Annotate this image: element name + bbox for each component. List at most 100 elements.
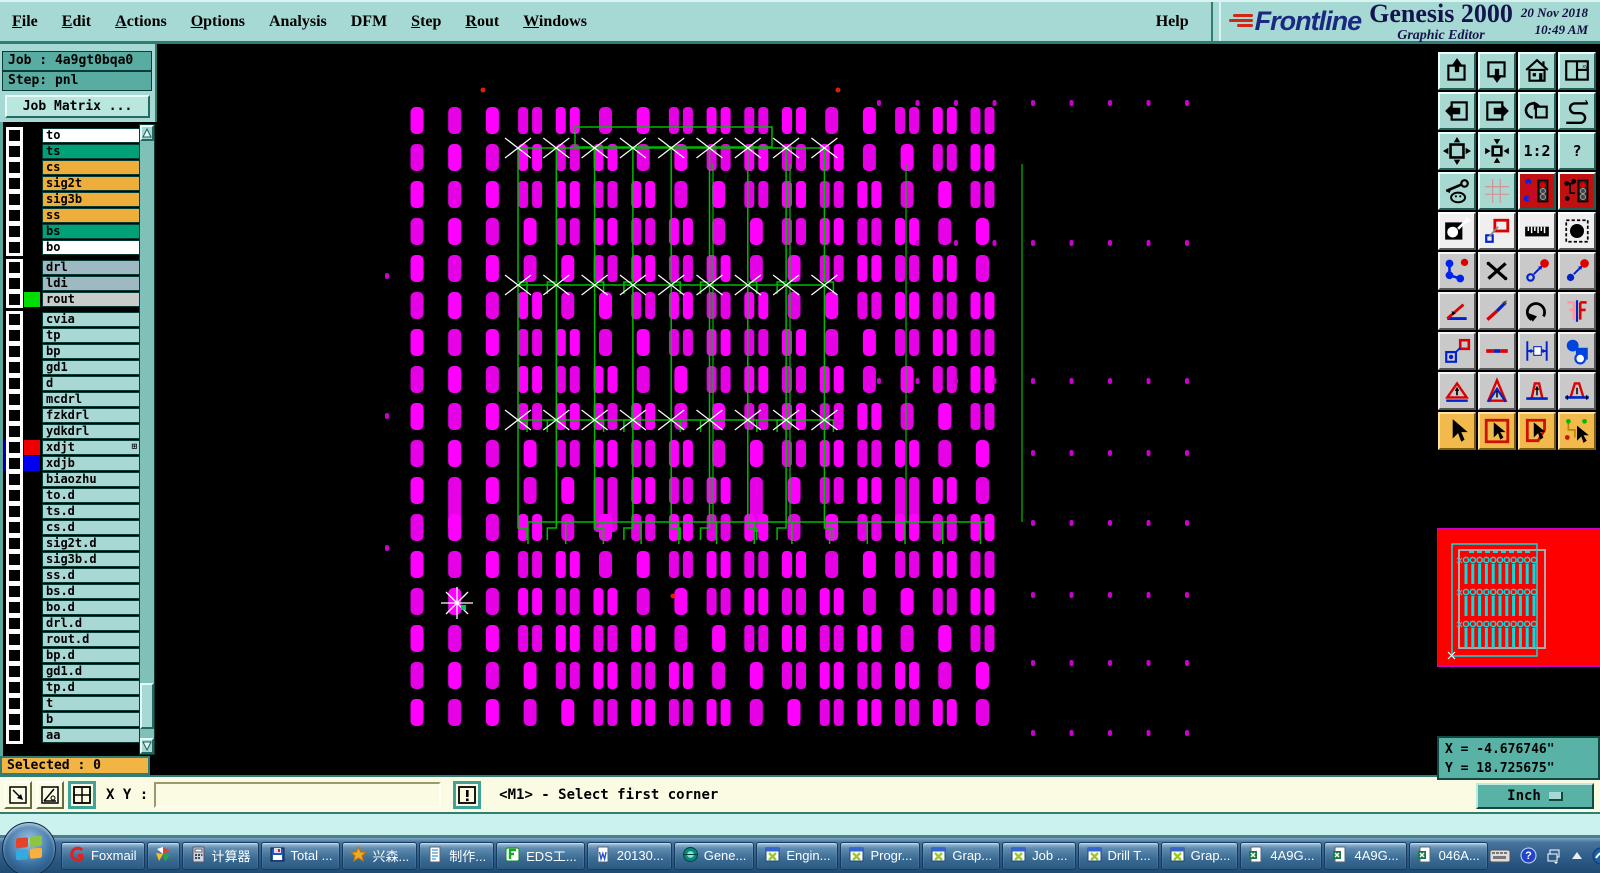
layer-row-cs.d[interactable]: cs.d (4, 519, 140, 536)
layer-name[interactable]: drl (42, 260, 140, 275)
layer-row-xdjt[interactable]: xdjt ⊞ (4, 439, 140, 456)
taskbar-button-engin[interactable]: Engin... (756, 841, 839, 870)
menu-step[interactable]: Step (411, 12, 442, 30)
menu-dfm[interactable]: DFM (350, 12, 388, 30)
layer-name[interactable]: bs.d (42, 584, 140, 599)
taskbar-button-20130[interactable]: 20130... (586, 841, 672, 870)
layer-row-to[interactable]: to (4, 127, 140, 144)
layer-visibility-checkbox[interactable] (5, 275, 23, 292)
layer-row-ss.d[interactable]: ss.d (4, 567, 140, 584)
netlist-b-button[interactable] (1558, 172, 1596, 210)
layer-name[interactable]: bo.d (42, 600, 140, 615)
taskbar-button-app[interactable] (146, 841, 180, 870)
layer-color-chip[interactable] (24, 728, 42, 743)
layer-visibility-checkbox[interactable] (5, 487, 23, 504)
copy-layer-button[interactable] (1438, 212, 1476, 250)
zoom-center-button[interactable] (1478, 132, 1516, 170)
layer-row-gd1.d[interactable]: gd1.d (4, 663, 140, 680)
taskbar-button-046a[interactable]: 046A... (1408, 841, 1488, 870)
start-button[interactable] (2, 821, 56, 873)
taskbar-button-4a9g[interactable]: 4A9G... (1240, 841, 1323, 870)
layer-visibility-checkbox[interactable] (5, 647, 23, 664)
taskbar-button-gene[interactable]: Gene... (673, 841, 755, 870)
layer-name[interactable]: fzkdrl (42, 408, 140, 423)
layer-row-ts.d[interactable]: ts.d (4, 503, 140, 520)
snap-mode-button[interactable] (4, 780, 32, 809)
layer-visibility-checkbox[interactable] (5, 359, 23, 376)
layer-row-ts[interactable]: ts (4, 143, 140, 160)
layer-scrollbar[interactable] (139, 124, 155, 755)
menu-file[interactable]: File (12, 12, 38, 30)
paste-up-button[interactable] (1438, 52, 1476, 90)
layer-visibility-checkbox[interactable] (5, 159, 23, 176)
layer-row-rout.d[interactable]: rout.d (4, 631, 140, 648)
select-poly-button[interactable] (1518, 412, 1556, 450)
menu-windows[interactable]: Windows (523, 12, 587, 30)
layer-visibility-checkbox[interactable] (5, 599, 23, 616)
layer-row-rout[interactable]: rout (4, 291, 140, 308)
layer-visibility-checkbox[interactable] (5, 567, 23, 584)
taskbar-button-progr[interactable]: Progr... (840, 841, 921, 870)
keyboard-tray-icon[interactable] (1489, 849, 1511, 863)
layer-name[interactable]: sig3b.d (42, 552, 140, 567)
layer-color-chip[interactable] (24, 584, 42, 599)
reshape-button[interactable] (1478, 212, 1516, 250)
overview-navigator[interactable] (1437, 528, 1600, 667)
layer-visibility-checkbox[interactable] (5, 175, 23, 192)
layer-visibility-checkbox[interactable] (5, 311, 23, 328)
layer-name[interactable]: bp.d (42, 648, 140, 663)
layer-row-aa[interactable]: aa (4, 727, 140, 744)
layer-row-ss[interactable]: ss (4, 207, 140, 224)
layer-color-chip[interactable] (24, 472, 42, 487)
taskbar-button-grap[interactable]: Grap... (1160, 841, 1239, 870)
layer-row-bp[interactable]: bp (4, 343, 140, 360)
dimension-button[interactable] (1518, 332, 1556, 370)
layer-row-sig3b.d[interactable]: sig3b.d (4, 551, 140, 568)
layer-color-chip[interactable] (24, 456, 42, 471)
layer-color-chip[interactable] (24, 144, 42, 159)
layer-name[interactable]: bp (42, 344, 140, 359)
options-exclaim-button[interactable] (453, 780, 482, 809)
menu-analysis[interactable]: Analysis (268, 12, 327, 30)
tray-expand-icon[interactable] (1571, 851, 1583, 860)
layer-row-sig2t.d[interactable]: sig2t.d (4, 535, 140, 552)
tri-trapezoid-button[interactable] (1518, 372, 1556, 410)
layer-color-chip[interactable] (24, 240, 42, 255)
ruler-button[interactable] (1518, 212, 1556, 250)
route-s-button[interactable] (1558, 92, 1596, 130)
stretch-line-button[interactable] (1478, 332, 1516, 370)
layer-visibility-checkbox[interactable] (5, 327, 23, 344)
layer-row-bs.d[interactable]: bs.d (4, 583, 140, 600)
layer-name[interactable]: cs.d (42, 520, 140, 535)
layer-row-ldi[interactable]: ldi (4, 275, 140, 292)
layer-visibility-checkbox[interactable] (5, 615, 23, 632)
layer-color-chip[interactable] (24, 128, 42, 143)
layer-visibility-checkbox[interactable] (5, 551, 23, 568)
layer-name[interactable]: rout.d (42, 632, 140, 647)
layer-name[interactable]: sig2t (42, 176, 140, 191)
layer-visibility-checkbox[interactable] (5, 343, 23, 360)
taskbar-button-app[interactable]: 兴森... (342, 841, 418, 870)
layer-name[interactable]: bs (42, 224, 140, 239)
layer-color-chip[interactable] (24, 408, 42, 423)
color-tools-button[interactable] (1438, 172, 1476, 210)
layer-row-cvia[interactable]: cvia (4, 311, 140, 328)
layer-color-chip[interactable] (24, 260, 42, 275)
layer-color-chip[interactable] (24, 292, 42, 307)
layer-row-d[interactable]: d (4, 375, 140, 392)
taskbar-button-grap[interactable]: Grap... (922, 841, 1001, 870)
menu-help[interactable]: Help (1155, 12, 1189, 30)
layer-name[interactable]: tp.d (42, 680, 140, 695)
graphic-canvas[interactable] (157, 44, 1437, 775)
layer-row-drl[interactable]: drl (4, 259, 140, 276)
layer-name[interactable]: cvia (42, 312, 140, 327)
paste-down-button[interactable] (1478, 52, 1516, 90)
layer-color-chip[interactable] (24, 176, 42, 191)
taskbar-button-foxmail[interactable]: Foxmail (61, 841, 145, 870)
home-button[interactable] (1518, 52, 1556, 90)
merge-shapes-button[interactable] (1558, 332, 1596, 370)
tri-chevron-button[interactable] (1478, 372, 1516, 410)
layer-name[interactable]: rout (42, 292, 140, 307)
taskbar-button-app[interactable]: 计算器 (181, 841, 259, 870)
layer-color-chip[interactable] (24, 276, 42, 291)
